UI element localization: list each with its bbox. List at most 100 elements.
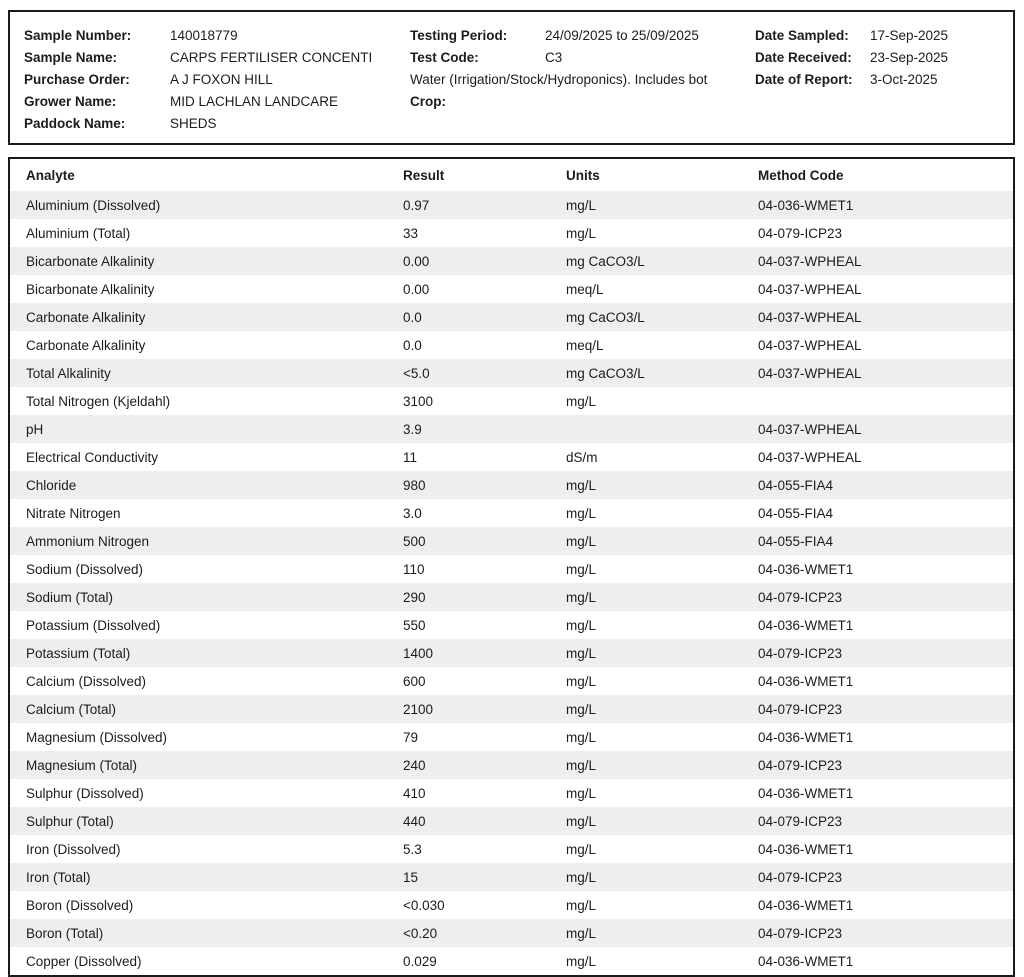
method-code-cell: 04-036-WMET1 [758, 841, 854, 857]
table-row: Iron (Dissolved) 5.3 mg/L 04-036-WMET1 [10, 835, 1013, 863]
units-cell: mg/L [566, 673, 597, 689]
units-cell: mg/L [566, 589, 597, 605]
result-cell: 980 [403, 477, 426, 493]
table-row: Aluminium (Dissolved) 0.97 mg/L 04-036-WMET… [10, 191, 1013, 219]
grower-name-value: MID LACHLAN LANDCARE [170, 94, 339, 109]
analyte-cell: Sulphur (Dissolved) [26, 785, 144, 801]
table-row: Aluminium (Total) 33 mg/L 04-079-ICP23 [10, 219, 1013, 247]
result-cell: 0.00 [403, 281, 430, 297]
purchase-order-value: A J FOXON HILL [170, 72, 273, 87]
date-of-report-row: Date of Report: 3-Oct-2025 [755, 69, 948, 91]
purchase-order-row: Purchase Order: A J FOXON HILL [24, 69, 372, 91]
table-row: Sulphur (Total) 440 mg/L 04-079-ICP23 [10, 807, 1013, 835]
sample-info-right-column: Date Sampled: 17-Sep-2025 Date Received:… [755, 25, 948, 91]
result-cell: 0.0 [403, 337, 422, 353]
result-cell: 600 [403, 673, 426, 689]
test-code-value: C3 [545, 50, 563, 65]
result-cell: 33 [403, 225, 419, 241]
method-code-cell: 04-037-WPHEAL [758, 365, 862, 381]
units-cell: dS/m [566, 449, 598, 465]
sample-info-middle-column: Testing Period: 24/09/2025 to 25/09/2025… [410, 25, 707, 113]
analyte-column-header: Analyte [26, 167, 75, 183]
analyte-cell: Sodium (Total) [26, 589, 114, 605]
units-cell: mg/L [566, 897, 597, 913]
units-cell [566, 415, 758, 443]
results-table-body: Aluminium (Dissolved) 0.97 mg/L 04-036-WMET… [10, 191, 1013, 975]
analyte-cell: Bicarbonate Alkalinity [26, 253, 155, 269]
method-code-cell: 04-055-FIA4 [758, 533, 834, 549]
analyte-cell: Boron (Total) [26, 925, 104, 941]
crop-label: Crop: [410, 94, 446, 109]
analyte-cell: Iron (Dissolved) [26, 841, 121, 857]
result-cell: 15 [403, 869, 419, 885]
date-of-report-value: 3-Oct-2025 [870, 72, 938, 87]
analyte-cell: Aluminium (Total) [26, 225, 131, 241]
method-code-cell: 04-037-WPHEAL [758, 337, 862, 353]
table-row: Magnesium (Dissolved) 79 mg/L 04-036-WMET1 [10, 723, 1013, 751]
table-row: Boron (Total) <0.20 mg/L 04-079-ICP23 [10, 919, 1013, 947]
grower-name-row: Grower Name: MID LACHLAN LANDCARE [24, 91, 372, 113]
analyte-cell: Calcium (Total) [26, 701, 117, 717]
sample-number-label: Sample Number: [24, 28, 132, 43]
result-cell: 2100 [403, 701, 434, 717]
method-code-cell: 04-079-ICP23 [758, 925, 843, 941]
analyte-cell: Chloride [26, 477, 77, 493]
analyte-cell: Sodium (Dissolved) [26, 561, 144, 577]
method-code-cell: 04-036-WMET1 [758, 897, 854, 913]
units-cell: mg/L [566, 561, 597, 577]
table-row: pH 3.9 04-037-WPHEAL [10, 415, 1013, 443]
units-cell: mg/L [566, 785, 597, 801]
units-cell: mg/L [566, 197, 597, 213]
result-cell: <5.0 [403, 365, 430, 381]
analyte-cell: Total Nitrogen (Kjeldahl) [26, 393, 171, 409]
analyte-cell: Potassium (Total) [26, 645, 131, 661]
units-cell: mg/L [566, 533, 597, 549]
sample-number-value: 140018779 [170, 28, 238, 43]
table-row: Potassium (Dissolved) 550 mg/L 04-036-WMET1 [10, 611, 1013, 639]
method-code-cell: 04-036-WMET1 [758, 197, 854, 213]
units-cell: mg/L [566, 869, 597, 885]
analyte-cell: Calcium (Dissolved) [26, 673, 147, 689]
result-cell: <0.20 [403, 925, 438, 941]
table-row: Carbonate Alkalinity 0.0 mg CaCO3/L 04-037-… [10, 303, 1013, 331]
units-cell: mg/L [566, 953, 597, 969]
method-code-cell: 04-037-WPHEAL [758, 281, 862, 297]
analyte-cell: Nitrate Nitrogen [26, 505, 121, 521]
method-code-cell: 04-036-WMET1 [758, 561, 854, 577]
table-row: Sodium (Total) 290 mg/L 04-079-ICP23 [10, 583, 1013, 611]
table-row: Nitrate Nitrogen 3.0 mg/L 04-055-FIA4 [10, 499, 1013, 527]
analyte-cell: Magnesium (Total) [26, 757, 138, 773]
grower-name-label: Grower Name: [24, 94, 117, 109]
units-cell: mg/L [566, 925, 597, 941]
result-cell: 110 [403, 561, 425, 577]
method-code-cell: 04-036-WMET1 [758, 673, 854, 689]
paddock-name-row: Paddock Name: SHEDS [24, 113, 372, 135]
result-cell: 440 [403, 813, 426, 829]
analyte-cell: Iron (Total) [26, 869, 91, 885]
method-code-cell [758, 387, 1013, 415]
test-code-label: Test Code: [410, 50, 479, 65]
method-code-cell: 04-055-FIA4 [758, 477, 834, 493]
test-code-row: Test Code: C3 [410, 47, 707, 69]
paddock-name-value: SHEDS [170, 116, 217, 131]
result-cell: 0.029 [403, 953, 437, 969]
method-code-cell: 04-079-ICP23 [758, 701, 843, 717]
result-cell: 5.3 [403, 841, 422, 857]
table-row: Calcium (Total) 2100 mg/L 04-079-ICP23 [10, 695, 1013, 723]
sample-info-left-column: Sample Number: 140018779 Sample Name: CA… [24, 25, 372, 135]
method-code-cell: 04-036-WMET1 [758, 729, 854, 745]
result-cell: 0.0 [403, 309, 422, 325]
sample-name-row: Sample Name: CARPS FERTILISER CONCENTI [24, 47, 372, 69]
result-cell: 410 [403, 785, 426, 801]
date-received-label: Date Received: [755, 50, 852, 65]
analyte-cell: Boron (Dissolved) [26, 897, 134, 913]
method-code-cell: 04-055-FIA4 [758, 505, 834, 521]
result-cell: 0.00 [403, 253, 430, 269]
units-cell: mg/L [566, 645, 597, 661]
table-row: Electrical Conductivity 11 dS/m 04-037-WPHE… [10, 443, 1013, 471]
units-cell: mg/L [566, 729, 597, 745]
analyte-cell: Sulphur (Total) [26, 813, 114, 829]
units-column-header: Units [566, 167, 600, 183]
units-cell: mg/L [566, 813, 597, 829]
units-cell: mg/L [566, 477, 597, 493]
